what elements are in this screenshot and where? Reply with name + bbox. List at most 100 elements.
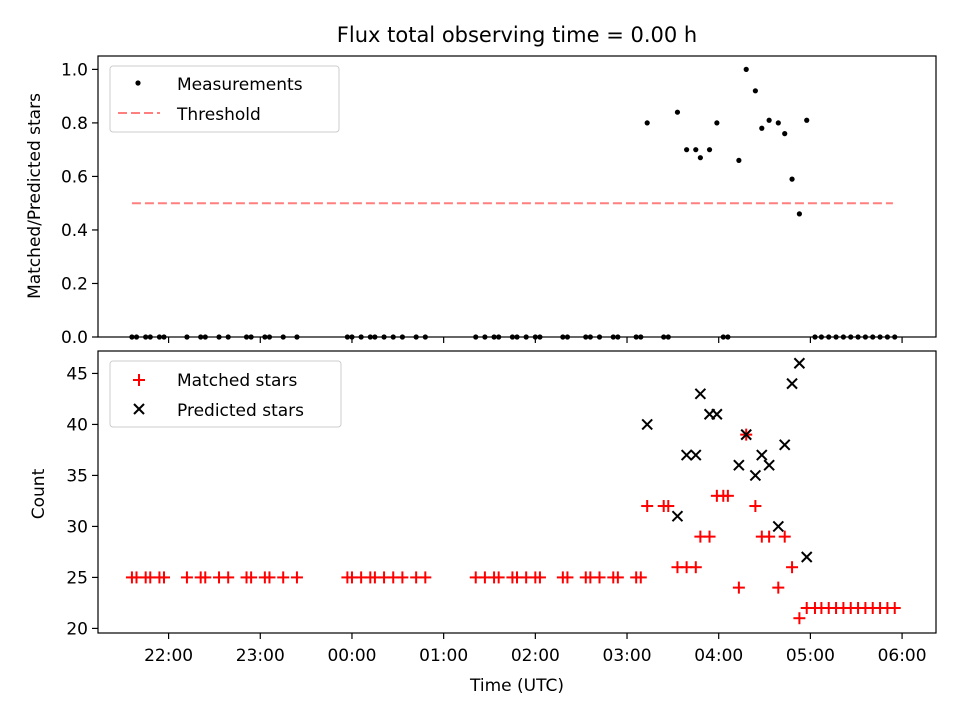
x-tick-label: 06:00: [878, 646, 927, 666]
bottom-panel: 20 25 30 35 40 45 22:00 23:00 00:00 01:00 02:00 03…: [29, 350, 937, 696]
matched-star-point: [786, 561, 799, 574]
predicted-star-point: [779, 439, 791, 451]
measurement-point: [262, 334, 268, 340]
measurement-point: [818, 334, 824, 340]
predicted-star-point: [694, 388, 707, 400]
measurement-point: [789, 176, 795, 182]
x-tick-label: 02:00: [511, 646, 560, 666]
measurement-point: [782, 131, 788, 137]
matched-star-point: [888, 602, 901, 615]
predicted-star-point: [786, 377, 798, 390]
measurement-point: [706, 147, 713, 153]
measurement-point: [759, 125, 765, 131]
matched-star-point: [245, 571, 258, 584]
matched-star-point: [778, 530, 791, 543]
x-tick-label: 04:00: [694, 646, 743, 666]
measurement-point: [413, 334, 419, 340]
measurement-point: [855, 334, 861, 340]
matched-star-point: [732, 581, 745, 594]
top-legend: Measurements Threshold: [109, 65, 340, 133]
measurement-point: [216, 334, 222, 340]
measurement-point: [473, 334, 479, 340]
measurement-point: [564, 334, 571, 340]
bottom-y-axis-label: Count: [29, 468, 49, 519]
top-legend-box: [109, 65, 340, 133]
measurement-point: [225, 334, 231, 340]
measurement-point: [877, 334, 883, 340]
predicted-star-point: [793, 357, 806, 369]
predicted-star-point: [641, 418, 653, 431]
measurement-point: [367, 334, 373, 340]
bottom-legend-box: [109, 360, 342, 428]
measurement-point: [496, 334, 502, 340]
matched-star-point: [703, 530, 716, 543]
measurement-point: [684, 147, 690, 153]
x-axis-label: Time (UTC): [469, 676, 564, 696]
predicted-star-point: [740, 428, 752, 441]
predicted-star-point: [671, 510, 684, 522]
measurement-point: [674, 109, 681, 115]
measurement-point: [198, 334, 204, 340]
measurement-point: [743, 66, 749, 72]
measurement-point: [161, 334, 167, 340]
measurement-point: [812, 334, 818, 340]
y-tick-label: 30: [66, 517, 88, 537]
measurement-point: [804, 117, 810, 123]
measurement-point: [349, 334, 355, 340]
measurement-point: [596, 334, 603, 340]
x-tick-label: 22:00: [144, 646, 193, 666]
predicted-star-point: [772, 520, 785, 533]
x-tick-label: 00:00: [327, 646, 376, 666]
matched-star-point: [721, 489, 734, 502]
chart-title: Flux total observing time = 0.00 h: [337, 23, 697, 47]
legend-predicted-marker: [133, 403, 145, 415]
matched-star-point: [263, 571, 276, 584]
matched-star-point: [180, 571, 193, 584]
matched-star-point: [634, 571, 647, 584]
legend-measurements-label: Measurements: [177, 75, 303, 95]
x-tick-label: 05:00: [786, 646, 835, 666]
legend-threshold-label: Threshold: [176, 105, 261, 125]
predicted-star-point: [756, 449, 768, 461]
y-tick-label: 40: [66, 415, 88, 435]
matched-star-point: [533, 571, 546, 584]
measurement-point: [587, 334, 593, 340]
measurement-point: [736, 157, 742, 163]
y-tick-label: 35: [66, 466, 88, 486]
y-tick-label: 45: [66, 364, 88, 384]
measurement-point: [280, 334, 286, 340]
top-y-axis-label: Matched/Predicted stars: [25, 93, 45, 299]
matched-star-point: [396, 571, 409, 584]
legend-matched-marker: [133, 374, 145, 386]
legend-matched-label: Matched stars: [177, 371, 297, 391]
measurement-point: [129, 334, 135, 340]
measurement-point: [615, 334, 621, 340]
measurement-point: [870, 334, 876, 340]
predicted-star-point: [690, 449, 702, 461]
matched-star-point: [662, 500, 675, 513]
measurement-point: [720, 334, 726, 340]
predicted-star-point: [733, 459, 745, 471]
predicted-star-point: [763, 459, 775, 471]
matched-star-point: [611, 571, 624, 584]
measurement-point: [693, 147, 699, 153]
measurement-point: [537, 334, 543, 340]
measurement-point: [143, 334, 149, 340]
matched-star-point: [641, 500, 654, 513]
measurement-point: [796, 211, 802, 217]
measurement-point: [248, 334, 254, 340]
matched-star-point: [763, 530, 776, 543]
matched-star-point: [749, 500, 762, 513]
measurement-point: [532, 334, 538, 340]
predicted-star-point: [749, 469, 762, 482]
measurement-point: [892, 334, 898, 340]
measurement-point: [633, 334, 639, 340]
measurement-point: [665, 334, 671, 340]
measurement-point: [661, 334, 667, 340]
measurement-point: [358, 334, 364, 340]
measurement-point: [133, 334, 140, 340]
measurement-point: [266, 334, 273, 340]
y-tick-label: 0.2: [61, 274, 88, 294]
predicted-star-point: [680, 449, 693, 461]
